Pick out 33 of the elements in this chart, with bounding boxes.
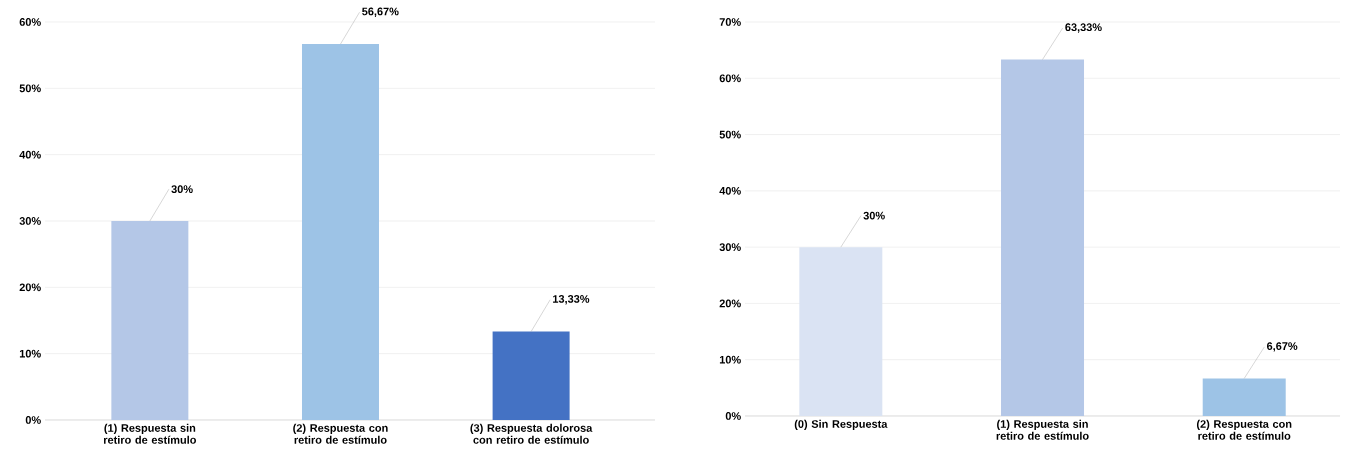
y-tick-label: 10% <box>19 349 41 358</box>
data-label: 30% <box>171 185 193 194</box>
y-tick-label: 0% <box>25 416 41 424</box>
y-tick-label: 60% <box>19 18 41 26</box>
x-tick-label: (2) Respuesta con retiro de estímulo <box>1196 419 1292 440</box>
bar <box>111 220 189 420</box>
bar <box>1001 59 1085 416</box>
y-tick-label: 20% <box>19 283 41 292</box>
data-label: 56,67% <box>362 7 399 17</box>
y-tick-label: 70% <box>719 18 741 26</box>
x-tick-label: (1) Respuesta sin retiro de estímulo <box>996 419 1089 440</box>
y-tick-label: 20% <box>719 299 741 308</box>
data-label: 13,33% <box>553 295 590 305</box>
y-tick-label: 10% <box>719 355 741 364</box>
x-tick-label: (1) Respuesta sin retiro de estímulo <box>104 423 197 444</box>
data-label: 6,67% <box>1266 342 1298 352</box>
bar <box>799 247 883 416</box>
y-tick-label: 60% <box>719 74 741 83</box>
data-label: 30% <box>863 211 885 220</box>
y-tick-label: 40% <box>19 150 41 159</box>
y-tick-label: 50% <box>719 130 741 139</box>
y-tick-label: 30% <box>19 217 41 225</box>
x-tick-label: (3) Respuesta dolorosa con retiro de estímulo <box>470 423 593 444</box>
y-tick-label: 50% <box>19 84 41 93</box>
bar <box>301 44 379 420</box>
bar <box>492 331 570 420</box>
y-tick-label: 30% <box>719 243 741 252</box>
y-tick-label: 0% <box>725 412 741 420</box>
x-tick-label: (0) Sin Respuesta <box>794 419 888 431</box>
bar <box>1202 378 1286 416</box>
data-label: 63,33% <box>1065 23 1102 33</box>
x-tick-label: (2) Respuesta con retiro de estímulo <box>293 423 388 444</box>
y-tick-label: 40% <box>719 186 741 195</box>
